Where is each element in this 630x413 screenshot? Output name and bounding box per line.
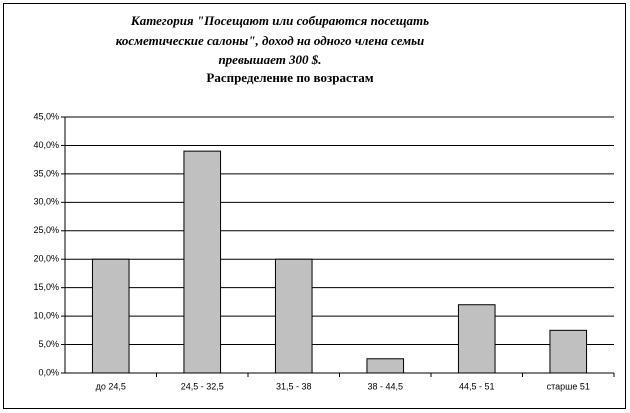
y-tick-label: 35,0% — [33, 168, 59, 178]
y-tick-label: 25,0% — [33, 225, 59, 235]
x-tick-label: старше 51 — [547, 381, 590, 391]
x-tick-label: 24,5 - 32,5 — [181, 381, 224, 391]
chart-subtitle: Распределение по возрастам — [206, 70, 373, 85]
x-tick-label: 31,5 - 38 — [276, 381, 312, 391]
y-tick-label: 15,0% — [33, 282, 59, 292]
bar — [183, 150, 222, 374]
bar — [91, 258, 130, 374]
y-tick-label: 10,0% — [33, 310, 59, 320]
y-tick-label: 5,0% — [38, 339, 59, 349]
y-tick-label: 20,0% — [33, 254, 59, 264]
y-tick-label: 45,0% — [33, 111, 59, 121]
y-tick-label: 40,0% — [33, 140, 59, 150]
x-tick-label: 44,5 - 51 — [459, 381, 495, 391]
bar — [457, 304, 496, 374]
chart-title: косметические салоны", доход на одного ч… — [116, 33, 425, 48]
bar — [366, 358, 405, 374]
y-tick-label: 0,0% — [38, 367, 59, 377]
bar — [549, 329, 588, 374]
chart-title: превышает 300 $. — [218, 52, 321, 67]
y-tick-label: 30,0% — [33, 197, 59, 207]
bar — [274, 258, 313, 374]
x-tick-label: до 24,5 — [96, 381, 126, 391]
chart-title: Категория "Посещают или собираются посещ… — [130, 13, 429, 28]
x-tick-label: 38 - 44,5 — [367, 381, 403, 391]
